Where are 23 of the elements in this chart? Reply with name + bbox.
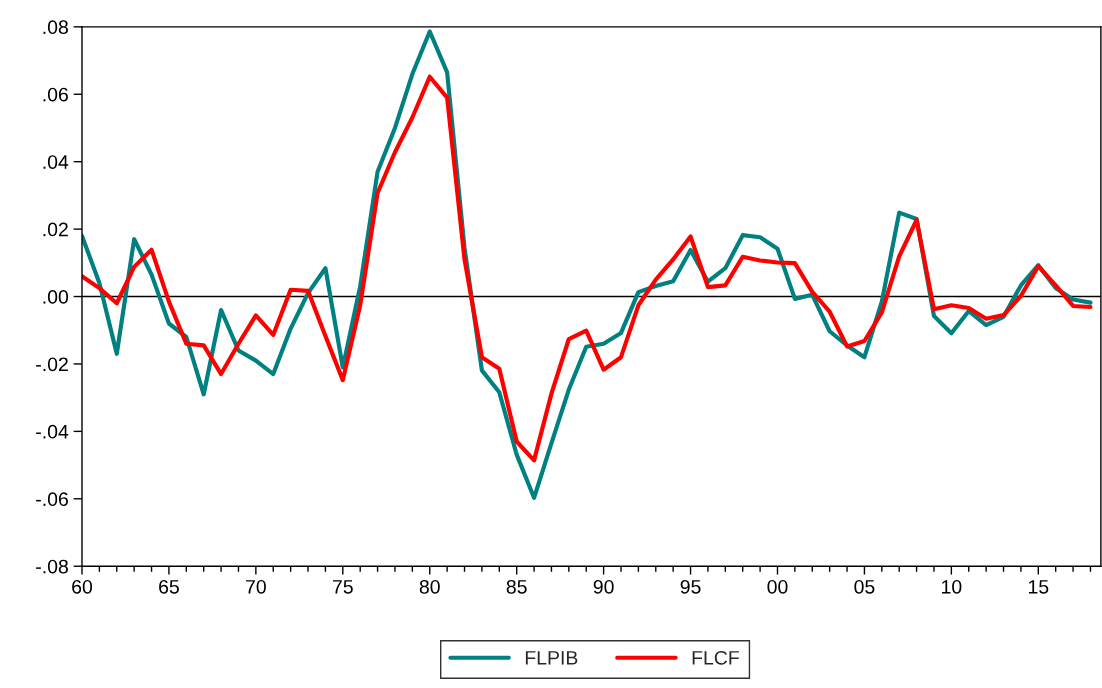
x-tick-label: 60 — [72, 579, 93, 594]
y-tick-label: -.02 — [36, 357, 68, 372]
x-tick-label: 90 — [593, 579, 614, 594]
x-tick-label: 65 — [159, 579, 179, 594]
x-tick-label: 15 — [1028, 580, 1049, 594]
y-tick-label: .00 — [43, 290, 69, 304]
y-tick-label: .04 — [43, 155, 69, 169]
x-tick-label: 70 — [246, 579, 266, 594]
x-tick-label: 10 — [942, 579, 962, 594]
y-tick-label: -.08 — [36, 559, 68, 574]
y-tick-label: .08 — [43, 20, 68, 35]
x-tick-label: 75 — [332, 580, 353, 594]
x-tick-label: 85 — [506, 579, 527, 594]
legend-label: FLCF — [692, 650, 739, 665]
x-tick-label: 95 — [680, 579, 701, 594]
x-tick-label: 00 — [767, 579, 788, 594]
x-tick-label: 05 — [854, 579, 875, 594]
y-tick-label: .06 — [43, 87, 68, 102]
x-tick-label: 80 — [419, 579, 440, 594]
y-tick-label: .02 — [43, 222, 68, 237]
y-tick-label: -.04 — [36, 424, 69, 439]
y-tick-label: -.06 — [36, 492, 68, 507]
legend-label: FLPIB — [525, 651, 578, 665]
